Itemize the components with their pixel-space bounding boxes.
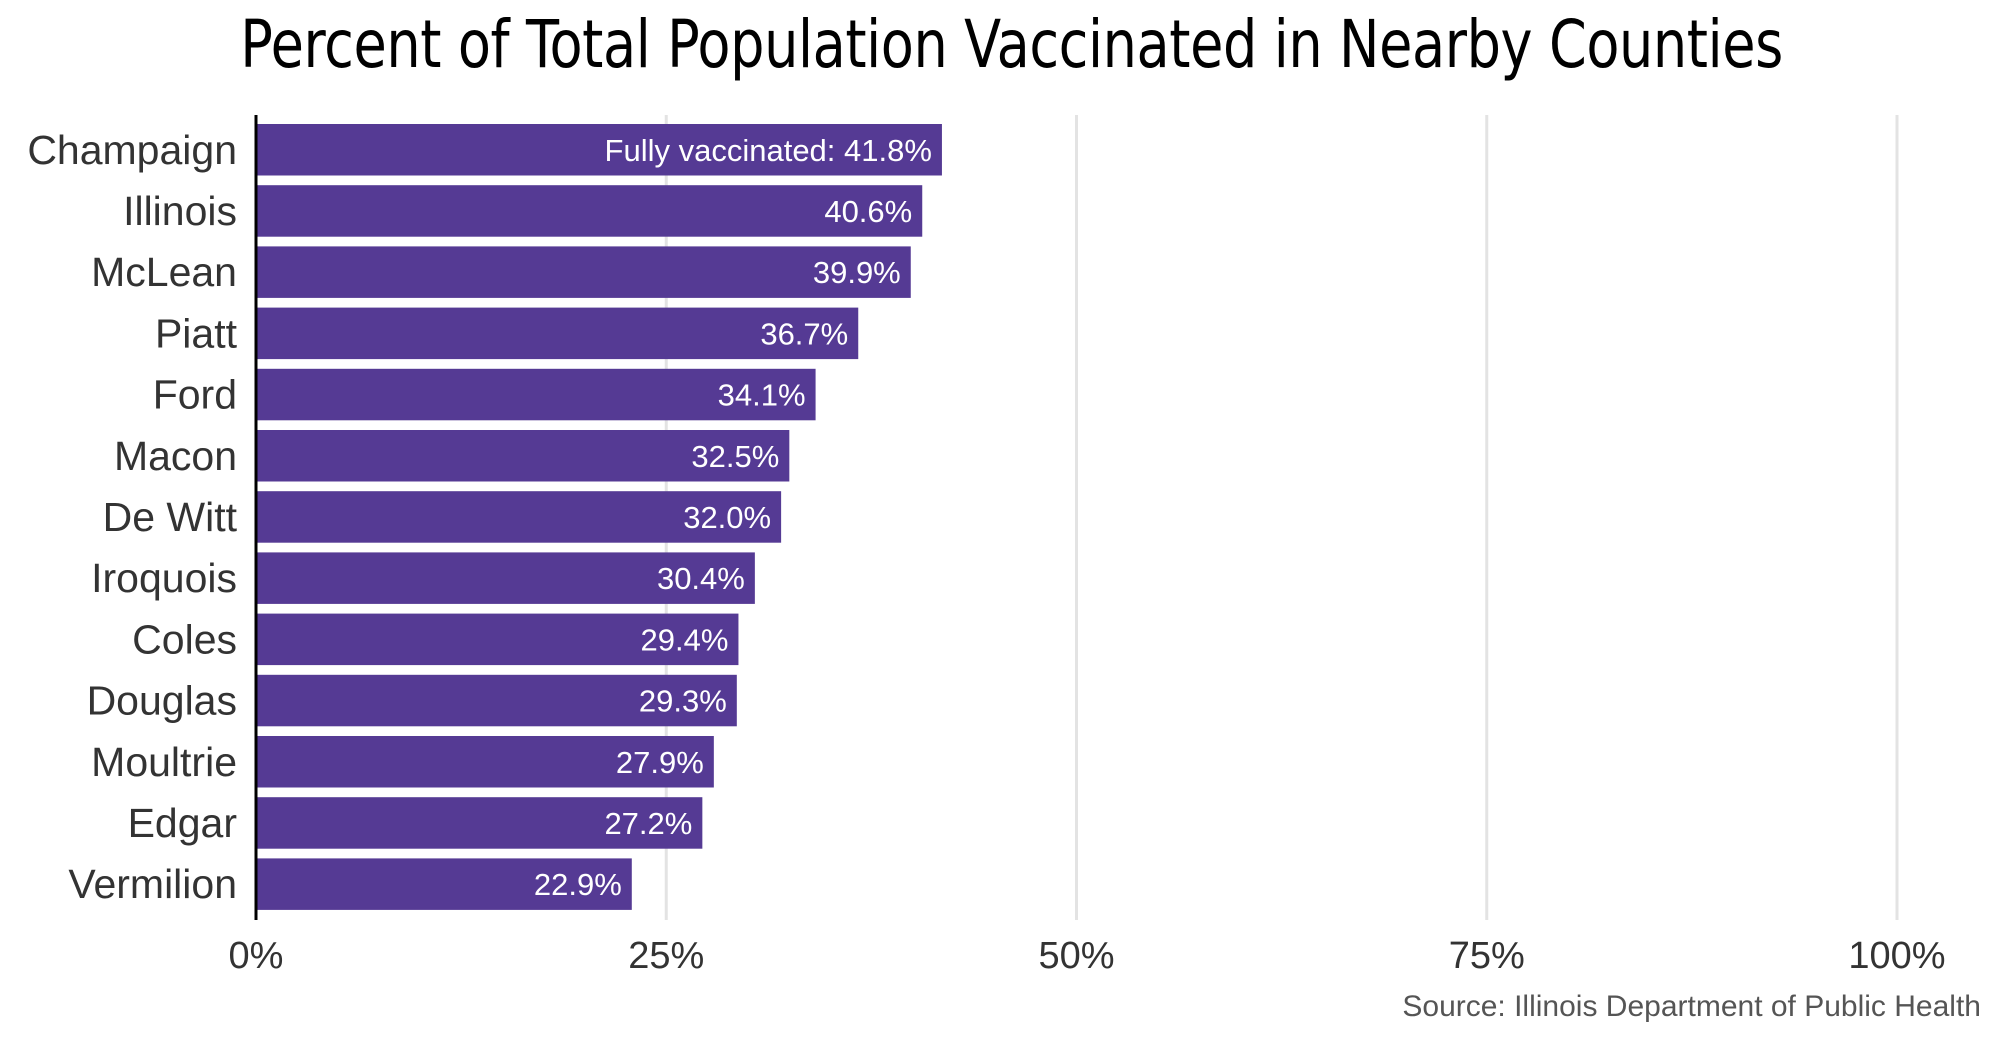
bar: [256, 307, 859, 360]
data-label: 32.5%: [691, 439, 779, 474]
bar: [256, 858, 632, 910]
data-label: 27.2%: [604, 806, 692, 841]
category-label: Illinois: [123, 188, 237, 234]
bar: [256, 736, 714, 788]
data-label: 32.0%: [683, 500, 771, 535]
bars: [256, 124, 942, 910]
data-label: 34.1%: [718, 378, 806, 413]
data-label: Fully vaccinated: 41.8%: [605, 133, 932, 168]
labels: 0% 25% 50% 75% 100% Champaign Fully vaccinated…: [27, 127, 1945, 977]
category-label: Ford: [153, 372, 237, 418]
category-label: Edgar: [128, 800, 237, 846]
data-label: 27.9%: [616, 745, 704, 780]
bar: [256, 430, 790, 482]
bar: [256, 368, 816, 421]
bar: [256, 185, 923, 237]
x-tick-label: 75%: [1449, 935, 1525, 977]
bar: [256, 124, 942, 176]
bar: [256, 246, 911, 298]
data-label: 22.9%: [534, 867, 622, 902]
data-label: 29.3%: [639, 684, 727, 719]
data-label: 40.6%: [824, 194, 912, 229]
category-label: Moultrie: [91, 739, 237, 785]
x-tick-label: 0%: [229, 935, 284, 977]
category-label: Coles: [132, 616, 237, 662]
category-label: De Witt: [103, 494, 238, 540]
bar: [256, 797, 703, 849]
chart-title: Percent of Total Population Vaccinated i…: [240, 6, 1783, 83]
data-label: 36.7%: [760, 316, 848, 351]
category-label: Piatt: [155, 310, 238, 356]
bar: [256, 613, 739, 666]
category-label: Macon: [114, 433, 237, 479]
bar: [256, 552, 755, 604]
x-tick-label: 25%: [628, 935, 704, 977]
bar: [256, 674, 737, 727]
data-label: 39.9%: [813, 255, 901, 290]
x-tick-label: 50%: [1038, 935, 1114, 977]
data-label: 29.4%: [641, 622, 729, 657]
category-label: Douglas: [87, 678, 237, 724]
bar: [256, 491, 782, 543]
category-label: Iroquois: [91, 555, 237, 601]
category-label: Champaign: [27, 127, 237, 173]
category-label: Vermilion: [68, 861, 237, 907]
source-note: Source: Illinois Department of Public He…: [1402, 990, 1981, 1023]
data-label: 30.4%: [657, 561, 745, 596]
category-label: McLean: [91, 249, 237, 295]
x-tick-label: 100%: [1848, 935, 1945, 977]
